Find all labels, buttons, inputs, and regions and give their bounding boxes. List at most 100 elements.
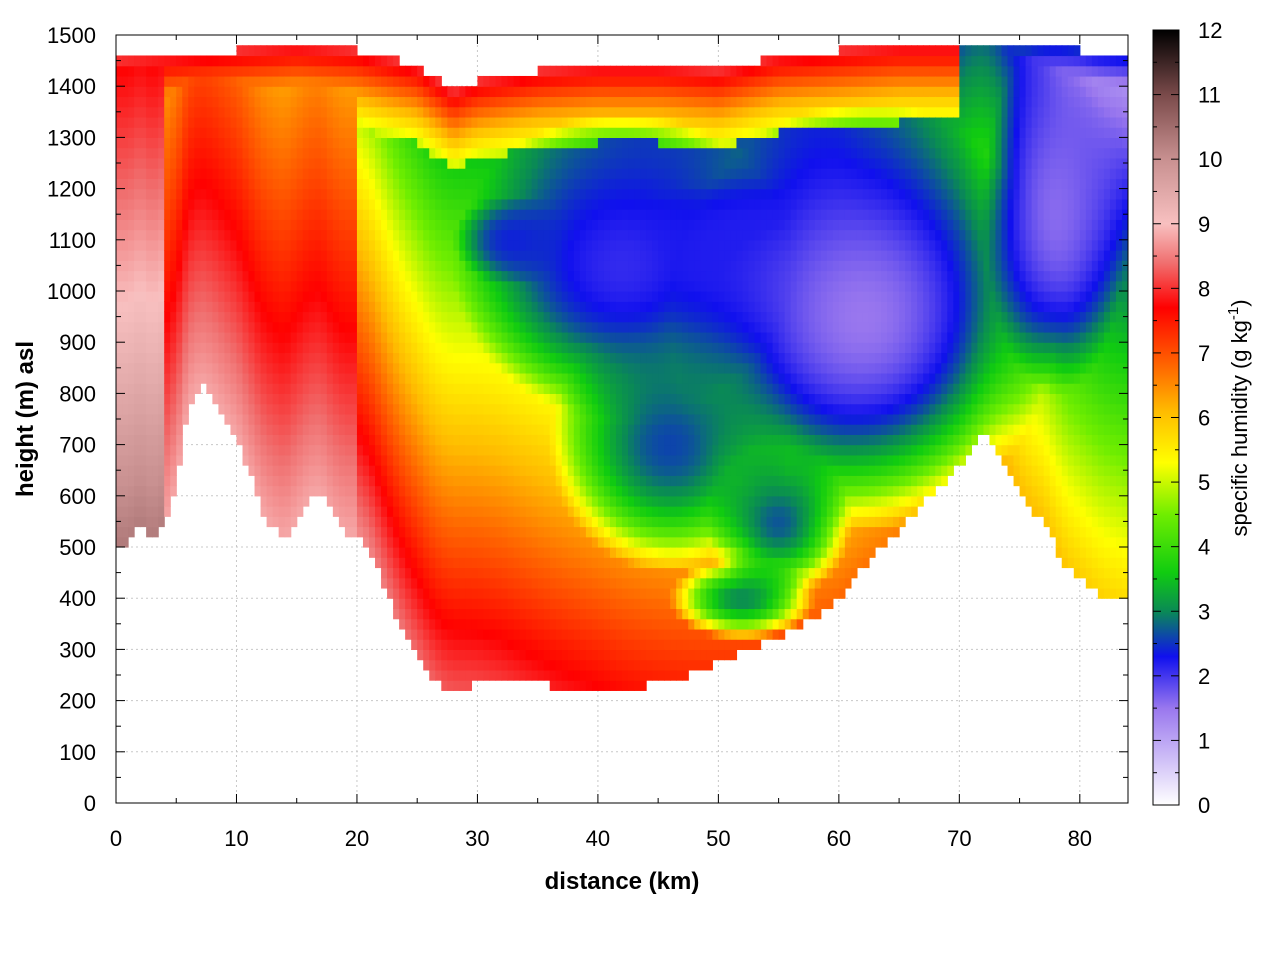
field-cell [447,413,454,425]
field-cell [471,270,479,282]
field-cell [447,239,454,251]
field-cell [344,239,352,251]
field-cell [236,137,244,149]
field-cell [634,260,641,272]
field-cell [441,147,448,159]
field-cell [628,485,635,497]
field-cell [399,239,406,251]
field-cell [489,209,497,220]
field-cell [435,403,442,415]
field-cell [465,424,473,435]
field-cell [146,342,153,354]
field-cell [549,229,557,241]
field-cell [471,178,479,190]
field-cell [507,96,515,108]
field-cell [393,209,400,220]
field-cell [495,516,503,528]
field-cell [176,321,183,333]
field-cell [628,495,635,507]
field-cell [387,454,394,466]
field-cell [296,260,304,272]
field-cell [453,219,460,231]
field-cell [320,454,328,466]
field-cell [579,86,587,98]
field-cell [495,250,503,261]
field-cell [296,96,304,108]
field-cell [591,536,599,548]
field-cell [441,178,448,190]
field-cell [495,362,503,374]
field-cell [622,65,629,77]
field-cell [320,239,328,251]
field-cell [531,587,539,599]
field-cell [284,116,292,128]
field-cell [260,65,268,77]
field-cell [591,219,599,231]
field-cell [272,383,280,394]
field-cell [513,526,521,538]
field-cell [622,628,629,640]
field-cell [236,75,244,87]
field-cell [513,321,521,333]
field-cell [429,598,436,610]
field-cell [393,424,400,435]
field-cell [344,260,352,272]
field-cell [549,65,557,77]
field-cell [158,168,165,179]
field-cell [188,86,195,98]
field-cell [579,352,587,364]
field-cell [609,321,617,333]
field-cell [634,608,641,620]
field-cell [146,516,153,528]
field-cell [393,485,400,497]
field-cell [272,116,280,128]
field-cell [350,291,358,302]
field-cell [640,352,647,364]
field-cell [561,65,569,77]
field-cell [670,434,677,446]
field-cell [658,383,665,394]
field-cell [531,352,539,364]
field-cell [230,413,238,425]
field-cell [170,383,177,394]
field-cell [146,301,153,313]
field-cell [272,188,280,200]
field-cell [579,465,587,476]
field-cell [447,116,454,128]
field-cell [646,547,653,558]
humidity-field [116,45,1128,691]
field-cell [399,342,406,354]
field-cell [278,250,286,261]
field-cell [670,362,677,374]
field-cell [326,106,334,118]
field-cell [362,506,370,517]
field-cell [350,434,358,446]
field-cell [603,434,611,446]
field-cell [507,639,515,650]
field-cell [513,649,521,661]
field-cell [597,280,605,292]
field-cell [164,178,171,190]
field-cell [296,127,304,138]
field-cell [435,127,442,138]
field-cell [128,413,135,425]
field-cell [260,280,268,292]
field-cell [140,55,147,67]
field-cell [525,587,533,599]
field-cell [652,188,659,200]
field-cell [646,342,653,354]
field-cell [640,362,647,374]
field-cell [573,362,581,374]
field-cell [338,434,346,446]
field-cell [676,598,683,610]
field-cell [501,147,509,159]
field-cell [585,239,593,251]
field-cell [567,485,575,497]
field-cell [459,454,466,466]
field-cell [122,311,129,323]
field-cell [381,526,388,538]
field-cell [447,393,454,405]
field-cell [567,65,575,77]
field-cell [453,362,460,374]
field-cell [128,383,135,394]
